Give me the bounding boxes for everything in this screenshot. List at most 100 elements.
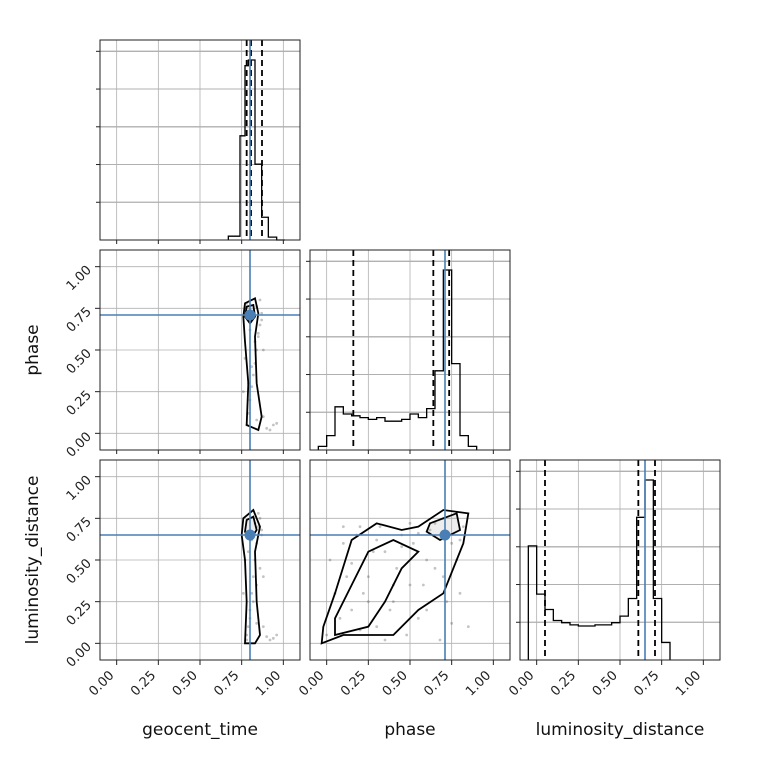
scatter-point xyxy=(251,575,255,579)
x-tick-label: 0.25 xyxy=(338,668,369,699)
x-tick-label: 0.50 xyxy=(170,668,201,699)
x-tick-label: 1.00 xyxy=(673,668,704,699)
contour-outer xyxy=(242,297,263,432)
scatter-point xyxy=(425,608,429,612)
scatter-point xyxy=(450,541,454,545)
y-tick-label: 0.25 xyxy=(64,598,95,629)
scatter-point xyxy=(391,600,395,604)
scatter-point xyxy=(258,298,262,302)
scatter-point xyxy=(350,608,354,612)
x-tick-label: 0.25 xyxy=(128,668,159,699)
scatter-point xyxy=(260,318,264,322)
x-tick-label: 0.75 xyxy=(631,668,662,699)
x-axis-title-luminosity-distance: luminosity_distance xyxy=(536,720,705,740)
scatter-point xyxy=(261,415,265,419)
scatter-point xyxy=(271,636,275,640)
histogram-layer xyxy=(227,40,671,660)
scatter-point xyxy=(361,591,365,595)
scatter-point xyxy=(350,561,354,565)
scatter-point xyxy=(265,635,269,639)
scatter-point xyxy=(408,521,412,525)
scatter-point xyxy=(251,600,255,604)
scatter-point xyxy=(371,550,375,554)
x-tick-label: 0.00 xyxy=(506,668,537,699)
x-tick-label: 1.00 xyxy=(253,668,284,699)
scatter-point xyxy=(450,621,454,625)
scatter-point xyxy=(416,531,420,535)
x-tick-label: 0.50 xyxy=(380,668,411,699)
y-tick-label: 0.00 xyxy=(64,430,95,461)
scatter-point xyxy=(378,525,382,529)
truth-layer xyxy=(100,40,646,660)
scatter-point xyxy=(433,566,437,570)
x-tick-label: 0.75 xyxy=(211,668,242,699)
scatter-point xyxy=(395,566,399,570)
contour-layer xyxy=(240,297,470,645)
scatter-point xyxy=(255,418,259,422)
scatter-point xyxy=(268,428,272,432)
scatter-point xyxy=(260,311,264,315)
scatter-point xyxy=(275,421,279,425)
scatter-point xyxy=(250,365,254,369)
scatter-point xyxy=(461,525,465,529)
scatter-point xyxy=(241,390,245,394)
x-tick-label: 0.00 xyxy=(86,668,117,699)
truth-marker xyxy=(439,529,451,541)
y-tick-label: 0.50 xyxy=(64,556,95,587)
scatter-point xyxy=(241,591,245,595)
scatter-point xyxy=(445,600,449,604)
scatter-point xyxy=(405,633,409,637)
y-axis-title-phase: phase xyxy=(23,324,43,375)
scatter-point xyxy=(256,511,260,515)
scatter-point xyxy=(416,616,420,620)
scatter-point xyxy=(358,525,362,529)
y-tick-label: 0.00 xyxy=(64,640,95,671)
y-axis-title-luminosity-distance: luminosity_distance xyxy=(23,476,43,645)
x-tick-label: 1.00 xyxy=(463,668,494,699)
y-tick-label: 1.00 xyxy=(64,263,95,294)
scatter-point xyxy=(265,426,269,430)
scatter-point xyxy=(275,633,279,637)
scatter-point xyxy=(366,600,370,604)
scatter-point xyxy=(428,528,432,532)
scatter-point xyxy=(421,583,425,587)
truth-marker xyxy=(244,309,256,321)
scatter-point xyxy=(388,608,392,612)
y-tick-label: 1.00 xyxy=(64,473,95,504)
scatter-point xyxy=(345,575,349,579)
scatter-point xyxy=(328,558,332,562)
scatter-point xyxy=(271,423,275,427)
x-tick-label: 0.00 xyxy=(296,668,327,699)
scatter-point xyxy=(366,575,370,579)
scatter-point xyxy=(411,541,415,545)
scatter-point xyxy=(258,323,262,327)
scatter-point xyxy=(261,348,265,352)
scatter-point xyxy=(458,591,462,595)
scatter-point xyxy=(260,528,264,532)
y-tick-label: 0.50 xyxy=(64,346,95,377)
contour-middle xyxy=(334,539,420,637)
histogram-phase xyxy=(317,269,478,450)
x-tick-label: 0.50 xyxy=(590,668,621,699)
truth-marker xyxy=(244,529,256,541)
x-tick-label: 0.75 xyxy=(421,668,452,699)
grid-layer xyxy=(100,40,720,660)
scatter-point xyxy=(408,583,412,587)
scatter-point xyxy=(255,621,259,625)
scatter-point xyxy=(261,575,265,579)
scatter-point xyxy=(250,591,254,595)
scatter-point xyxy=(466,625,470,629)
scatter-point xyxy=(258,516,262,520)
scatter-point xyxy=(268,638,272,642)
scatter-point xyxy=(341,541,345,545)
scatter-point xyxy=(341,525,345,529)
x-axis-title-geocent-time: geocent_time xyxy=(142,720,258,740)
scatter-point xyxy=(383,550,387,554)
y-tick-label: 0.75 xyxy=(64,305,95,336)
scatter-point xyxy=(425,558,429,562)
scatter-point xyxy=(246,550,250,554)
contour-outer xyxy=(240,508,261,645)
y-tick-label: 0.25 xyxy=(64,388,95,419)
scatter-point xyxy=(258,566,262,570)
